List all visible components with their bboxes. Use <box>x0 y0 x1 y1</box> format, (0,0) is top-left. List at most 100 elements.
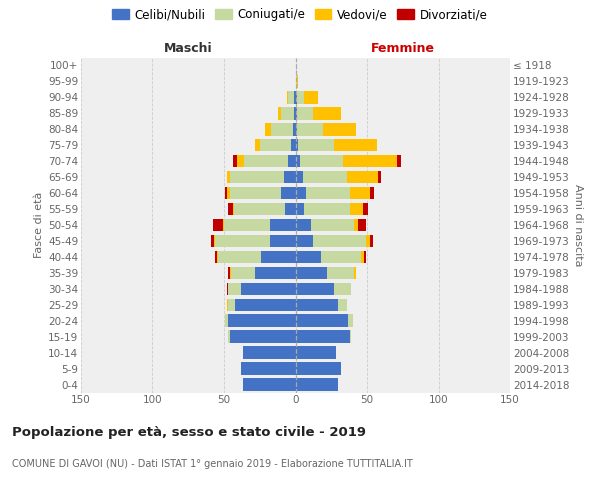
Bar <box>296 282 334 295</box>
Bar <box>260 139 291 151</box>
Bar <box>289 155 296 168</box>
Bar <box>228 203 233 215</box>
Bar <box>291 139 296 151</box>
Bar <box>350 330 351 343</box>
Bar <box>364 250 365 263</box>
Bar <box>305 187 350 200</box>
Bar <box>235 298 296 311</box>
Bar <box>230 187 281 200</box>
Bar <box>370 234 373 247</box>
Bar <box>296 107 297 120</box>
Bar <box>296 346 335 359</box>
Bar <box>286 203 296 215</box>
Bar <box>350 187 370 200</box>
Bar <box>218 250 261 263</box>
Bar <box>370 187 374 200</box>
Bar <box>228 266 230 279</box>
Bar <box>241 362 296 375</box>
Bar <box>278 107 281 120</box>
Text: Femmine: Femmine <box>371 42 435 55</box>
Bar <box>234 203 286 215</box>
Bar <box>294 107 296 120</box>
Bar <box>297 123 323 136</box>
Text: Maschi: Maschi <box>164 42 212 55</box>
Bar <box>338 298 347 311</box>
Bar <box>296 234 313 247</box>
Bar <box>361 250 364 263</box>
Bar <box>347 171 379 183</box>
Bar <box>287 91 289 104</box>
Bar <box>343 155 397 168</box>
Bar <box>296 250 321 263</box>
Bar <box>224 219 270 231</box>
Bar <box>298 139 334 151</box>
Bar <box>230 171 284 183</box>
Bar <box>284 171 296 183</box>
Bar <box>244 155 289 168</box>
Bar <box>230 330 296 343</box>
Bar <box>304 203 350 215</box>
Y-axis label: Anni di nascita: Anni di nascita <box>574 184 583 266</box>
Text: Popolazione per età, sesso e stato civile - 2019: Popolazione per età, sesso e stato civil… <box>12 426 366 439</box>
Bar <box>215 250 217 263</box>
Bar <box>256 139 260 151</box>
Bar <box>289 91 294 104</box>
Bar <box>228 330 230 343</box>
Bar <box>296 219 311 231</box>
Bar <box>296 171 302 183</box>
Bar <box>296 139 298 151</box>
Bar <box>296 123 297 136</box>
Bar <box>363 203 368 215</box>
Bar <box>256 266 296 279</box>
Bar <box>241 282 296 295</box>
Text: COMUNE DI GAVOI (NU) - Dati ISTAT 1° gennaio 2019 - Elaborazione TUTTITALIA.IT: COMUNE DI GAVOI (NU) - Dati ISTAT 1° gen… <box>12 459 413 469</box>
Bar <box>215 234 270 247</box>
Bar <box>296 314 349 327</box>
Bar <box>296 298 338 311</box>
Bar <box>334 139 377 151</box>
Bar <box>226 314 228 327</box>
Bar <box>211 234 214 247</box>
Bar <box>397 155 401 168</box>
Bar <box>242 346 296 359</box>
Y-axis label: Fasce di età: Fasce di età <box>34 192 44 258</box>
Bar <box>228 298 235 311</box>
Bar <box>297 107 313 120</box>
Bar <box>294 91 296 104</box>
Bar <box>227 171 230 183</box>
Bar <box>297 91 304 104</box>
Bar <box>302 171 347 183</box>
Bar <box>296 266 327 279</box>
Bar <box>358 219 365 231</box>
Bar <box>313 107 341 120</box>
Bar <box>354 219 358 231</box>
Bar <box>300 155 343 168</box>
Bar <box>261 250 296 263</box>
Bar <box>334 282 351 295</box>
Bar <box>270 234 296 247</box>
Bar <box>237 155 244 168</box>
Bar <box>296 330 350 343</box>
Bar <box>271 123 293 136</box>
Bar <box>242 378 296 390</box>
Bar <box>293 123 296 136</box>
Bar <box>349 314 353 327</box>
Bar <box>296 187 305 200</box>
Bar <box>217 250 218 263</box>
Bar <box>323 123 356 136</box>
Bar <box>233 155 237 168</box>
Bar <box>296 203 304 215</box>
Bar <box>231 266 256 279</box>
Bar <box>233 203 234 215</box>
Bar <box>296 91 297 104</box>
Bar <box>296 155 300 168</box>
Bar <box>296 75 297 88</box>
Bar <box>327 266 354 279</box>
Bar <box>379 171 382 183</box>
Bar <box>228 314 296 327</box>
Bar <box>227 282 228 295</box>
Bar <box>265 123 271 136</box>
Bar <box>296 362 341 375</box>
Bar <box>270 219 296 231</box>
Bar <box>212 219 223 231</box>
